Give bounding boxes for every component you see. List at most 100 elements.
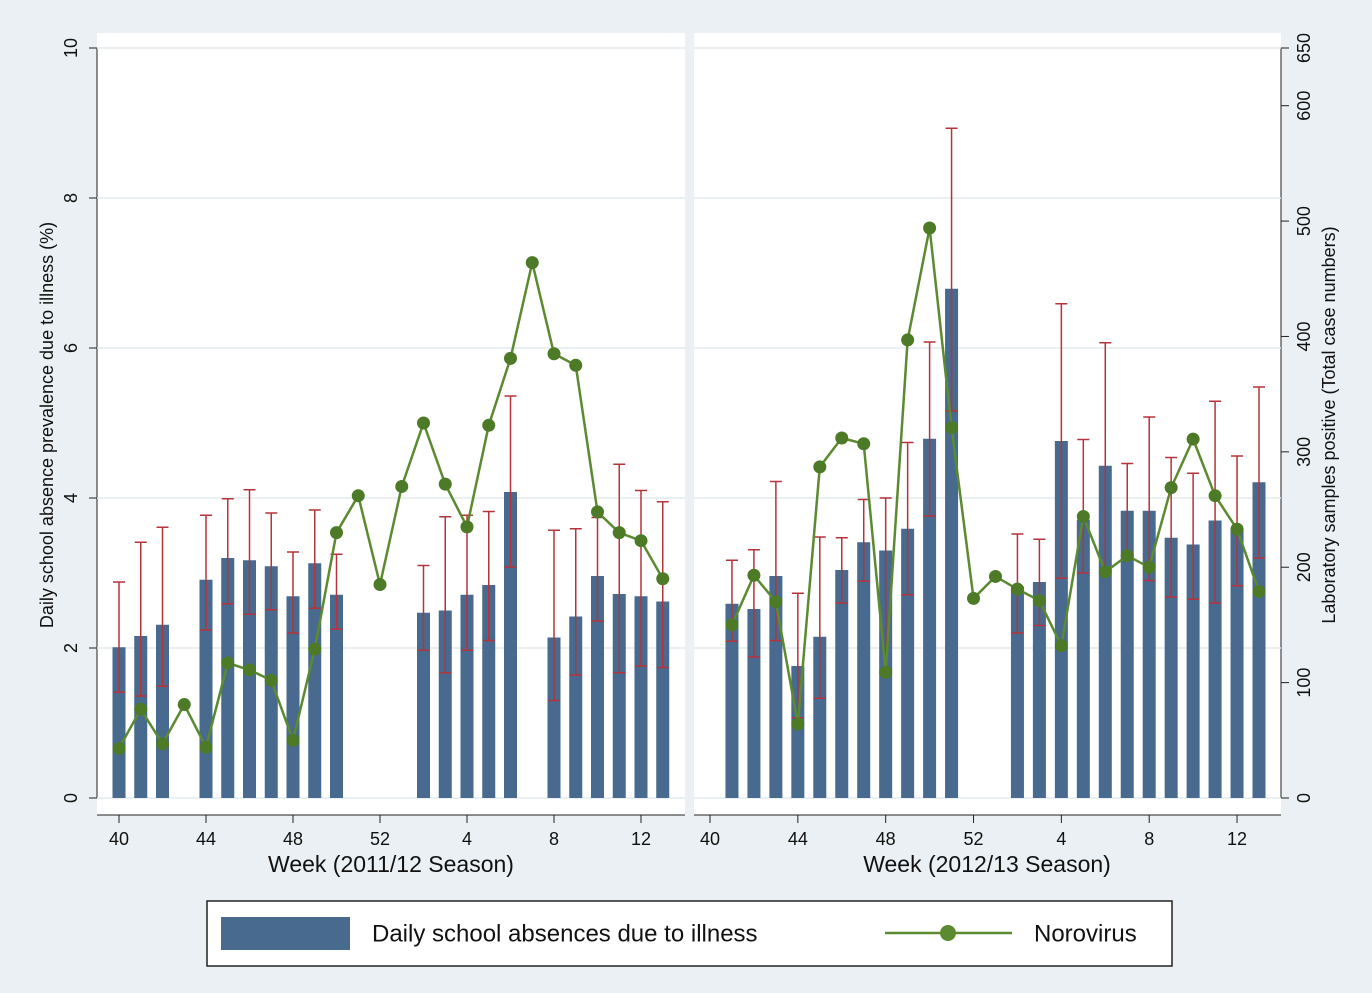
point [725,618,739,632]
point [1142,560,1156,574]
bar [460,594,474,798]
error-bar [156,526,169,687]
point [901,333,915,347]
y-tick-label: 8 [61,193,81,203]
bar [1054,441,1068,798]
point [417,416,430,430]
point [330,526,343,540]
bar [656,601,670,798]
point [1010,582,1024,596]
error-bar [769,480,782,642]
bar [769,576,783,798]
point [373,578,387,592]
point [308,642,322,656]
bar [1076,519,1090,798]
y-tick-label: 0 [61,793,81,803]
bar [813,636,827,798]
point [482,418,496,432]
y2-tick-label: 650 [1294,33,1314,63]
x-tick-label: 48 [283,829,303,849]
error-bar [134,541,147,697]
bar [504,492,517,798]
y2-tick-label: 600 [1294,91,1314,121]
point [879,665,893,679]
error-bar [243,489,256,615]
bar [1252,482,1266,798]
point [1054,639,1068,653]
error-bar [265,512,278,611]
point [988,569,1002,583]
error-bar [200,514,212,631]
error-bar [901,441,914,596]
bar [857,542,871,798]
y2-tick-label: 100 [1294,668,1314,698]
bar [547,637,561,798]
point [569,358,583,372]
bar [482,585,496,798]
point [134,702,148,716]
y-tick-label: 4 [61,493,81,503]
bar [923,438,937,798]
error-bar [613,463,626,674]
error-bar [1077,438,1090,574]
error-bar [813,536,826,699]
y2-tick-label: 500 [1294,206,1314,236]
bar [612,594,626,798]
x-axis-title: Week (2012/13 Season) [863,851,1111,877]
point [547,347,561,361]
point [1120,549,1134,563]
bar [134,636,148,798]
error-bar [1165,456,1178,598]
point [1208,489,1222,503]
x-tick-label: 40 [700,829,720,849]
error-bar [439,516,452,674]
error-bar [287,551,299,634]
y2-tick-label: 200 [1294,552,1314,582]
y-tick-label: 10 [61,38,81,58]
point [656,572,670,586]
error-bar [635,489,647,667]
error-bar [569,528,582,676]
point [286,733,300,747]
plot-area [97,33,685,815]
legend-label: Norovirus [1034,920,1137,947]
x-tick-label: 8 [1144,829,1154,849]
point [923,221,937,235]
point [243,663,256,677]
error-bar [548,529,560,702]
y2-axis-title: Laboratory samples positive (Total case … [1319,226,1339,623]
point [945,421,959,435]
legend-marker [940,925,956,941]
error-bar [1231,455,1244,587]
point [1186,432,1200,446]
point [747,568,761,582]
x-tick-label: 4 [1056,829,1066,849]
error-bar [482,510,495,642]
point [264,673,278,687]
point [438,477,452,491]
error-bar [747,549,760,658]
legend-swatch [221,917,350,950]
point [813,460,827,474]
point [156,737,169,751]
x-tick-label: 40 [109,829,129,849]
bar [112,647,126,798]
point [769,595,783,609]
x-tick-label: 48 [876,829,896,849]
point [835,431,849,445]
bar [1098,465,1112,798]
bar [417,612,430,798]
error-bar [835,537,848,604]
bar [835,570,849,798]
legend-label: Daily school absences due to illness [372,920,758,947]
point [504,351,517,365]
bar [1164,537,1178,798]
point [221,656,235,670]
error-bar [857,498,870,582]
bar [1230,528,1244,798]
bar [438,610,452,798]
bar [634,596,648,798]
y2-tick-label: 0 [1294,793,1314,803]
point [525,256,539,270]
